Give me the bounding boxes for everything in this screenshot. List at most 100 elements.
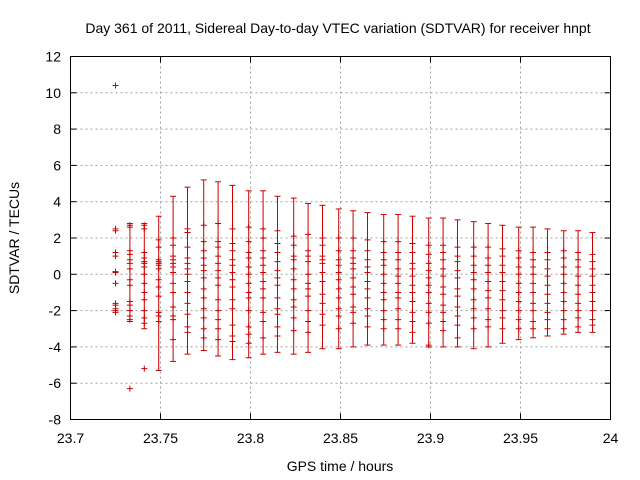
data-point [200,247,207,254]
data-point [470,285,477,292]
data-point [290,285,297,292]
data-point [364,313,371,320]
data-point [454,267,461,274]
data-point [364,256,371,263]
y-axis-label: SDTVAR / TECUs [6,182,22,294]
data-point [335,235,342,241]
data-point [530,264,537,271]
data-point [530,271,537,278]
data-point [499,307,506,314]
data-point [170,269,177,276]
data-point [260,225,267,232]
data-point [544,282,551,289]
data-point [274,282,281,289]
data-point [245,307,252,314]
data-point [170,235,177,241]
data-point [530,325,537,332]
data-point [141,249,148,256]
data-point [425,282,432,289]
data-point [485,294,492,301]
data-point [245,331,252,338]
data-point [184,300,191,307]
data-point [499,269,506,276]
data-point [200,334,207,341]
data-point [126,385,133,392]
data-point [470,296,477,303]
data-point [530,300,537,307]
y-tick-label: -4 [49,339,62,355]
data-point [530,249,537,256]
data-point [395,280,402,287]
data-point [184,271,191,278]
data-point [141,264,148,271]
data-point [530,289,537,296]
data-point [560,325,567,332]
data-point [290,242,297,249]
data-point [395,289,402,296]
data-point [170,316,177,323]
data-point [126,251,133,258]
data-point [229,338,236,345]
y-tick-label: 4 [53,194,61,210]
data-point [380,316,387,323]
data-point [544,265,551,272]
data-point [560,298,567,305]
data-point [454,244,461,251]
data-point [409,318,416,325]
y-tick-label: 8 [53,121,61,137]
x-tick-label: 23.85 [323,430,358,446]
x-tick-label: 23.75 [143,430,178,446]
data-point [200,314,207,321]
data-point [470,325,477,332]
data-point [215,282,222,289]
data-point [409,298,416,305]
data-point [530,318,537,325]
data-point [544,249,551,256]
data-point [515,247,522,254]
data-point [515,316,522,323]
data-point [260,309,267,316]
data-point [335,256,342,263]
data-point [335,269,342,276]
data-point [454,258,461,265]
data-point [126,282,133,289]
data-point [215,260,222,267]
data-point [155,265,162,272]
data-point [425,320,432,327]
data-point [229,322,236,329]
data-point [515,298,522,305]
data-point [499,262,506,269]
data-point [470,305,477,312]
tick-labels: 23.7 23.75 23.8 23.85 23.9 23.95 24-8-6-4-2024… [45,49,618,447]
data-point [560,316,567,323]
data-point [184,329,191,336]
data-point [229,296,236,303]
data-point [409,289,416,296]
data-point [350,303,357,310]
data-point [440,318,447,325]
data-point [274,258,281,265]
data-point [335,313,342,320]
data-point [141,296,148,303]
data-point [575,307,582,314]
data-point [260,318,267,325]
data-point [440,302,447,309]
data-point [425,267,432,274]
data-point [274,249,281,256]
data-point [409,309,416,316]
data-point [319,291,326,298]
y-tick-label: 10 [45,85,61,101]
data-point [112,309,119,316]
data-point [575,273,582,280]
data-point [126,276,133,283]
data-point [141,314,148,321]
data-point [141,307,148,314]
x-tick-label: 23.9 [417,430,444,446]
data-point [319,242,326,249]
data-point [499,245,506,252]
data-point [364,278,371,285]
data-point [409,273,416,280]
data-point [380,280,387,287]
data-point [485,254,492,261]
